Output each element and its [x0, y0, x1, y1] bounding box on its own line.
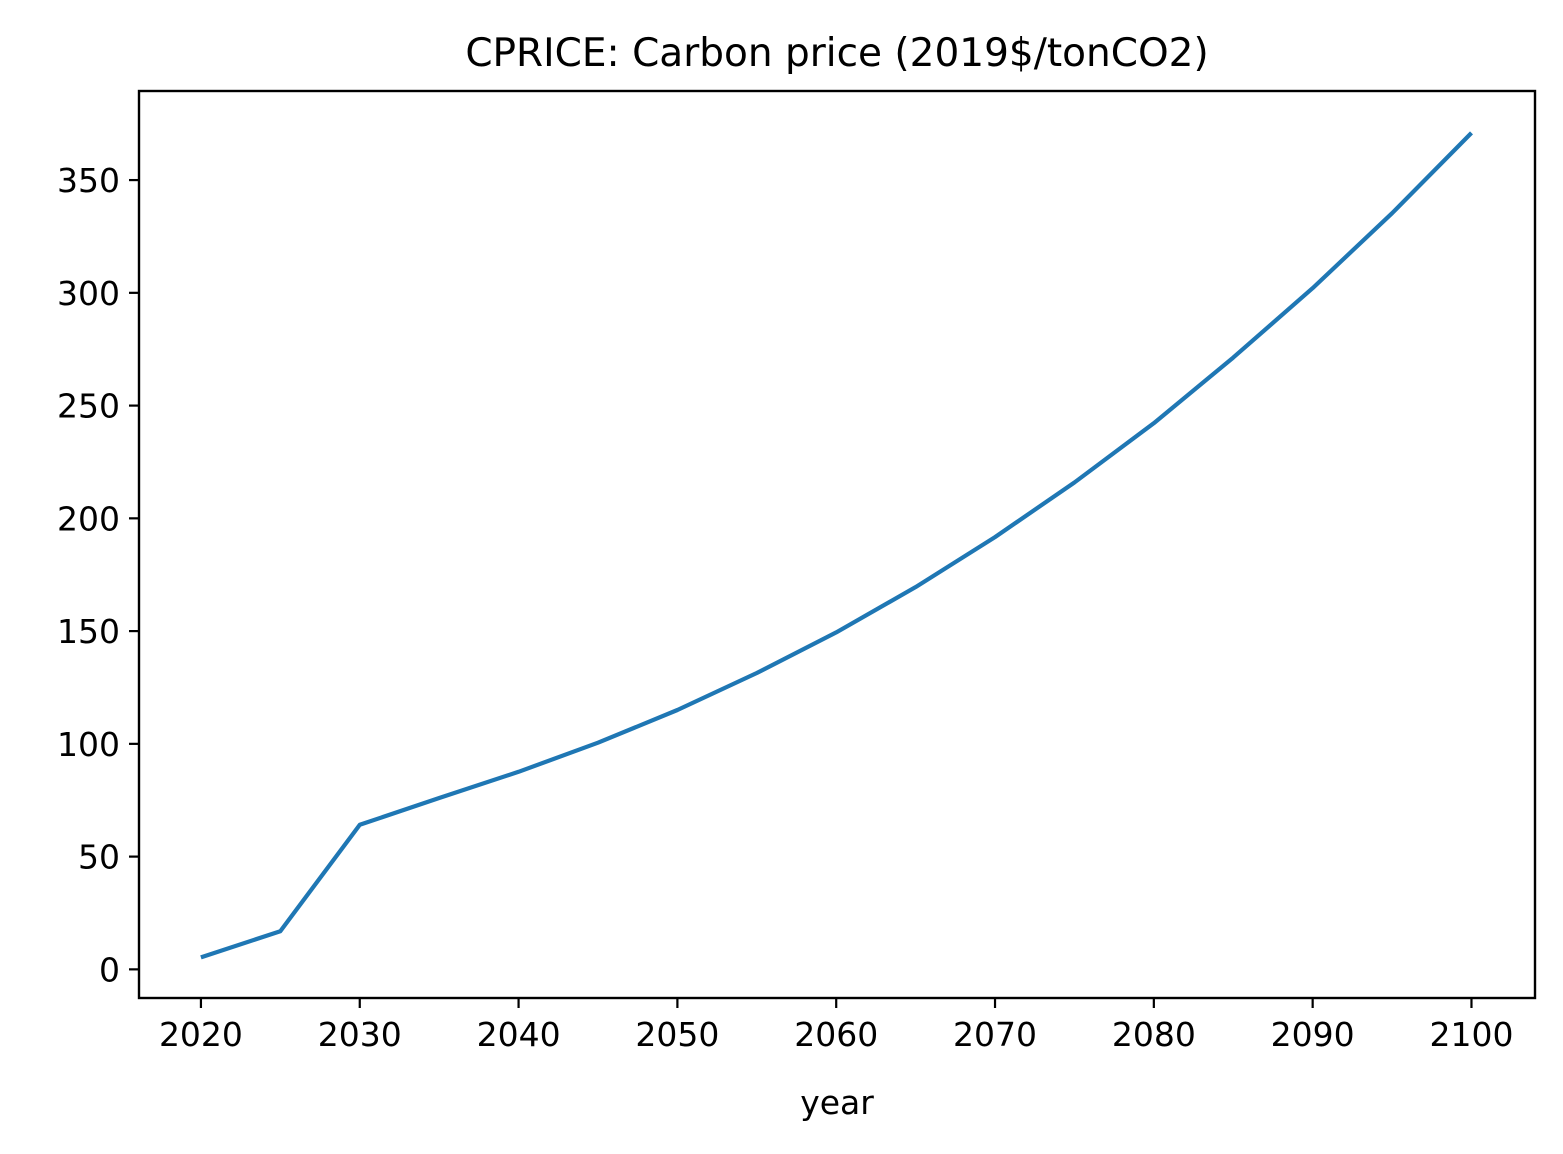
- x-tick-label: 2100: [1429, 1015, 1513, 1054]
- y-tick-label: 200: [57, 499, 120, 538]
- y-tick-label: 0: [99, 950, 120, 989]
- x-tick-label: 2040: [477, 1015, 561, 1054]
- y-axis: 0 50 100 150 200 250 300 350: [57, 161, 139, 989]
- x-tick-label: 2020: [159, 1015, 243, 1054]
- y-tick-label: 150: [57, 612, 120, 651]
- series-line: [200, 131, 1473, 960]
- x-tick-label: 2070: [953, 1015, 1037, 1054]
- chart-title: CPRICE: Carbon price (2019$/tonCO2): [465, 31, 1208, 76]
- x-axis: 2020 2030 2040 2050 2060 2070 2080 2090 2100: [159, 998, 1513, 1054]
- x-tick-label: 2060: [794, 1015, 878, 1054]
- y-tick-label: 50: [78, 838, 120, 877]
- x-tick-label: 2050: [635, 1015, 719, 1054]
- plot-area: [200, 131, 1473, 960]
- y-tick-label: 350: [57, 161, 120, 200]
- x-axis-label: year: [800, 1083, 874, 1122]
- plot-frame: [137, 89, 1537, 1000]
- x-tick-label: 2080: [1112, 1015, 1196, 1054]
- y-tick-label: 100: [57, 725, 120, 764]
- y-tick-label: 300: [57, 274, 120, 313]
- x-tick-label: 2090: [1271, 1015, 1355, 1054]
- y-tick-label: 250: [57, 387, 120, 426]
- x-tick-label: 2030: [318, 1015, 402, 1054]
